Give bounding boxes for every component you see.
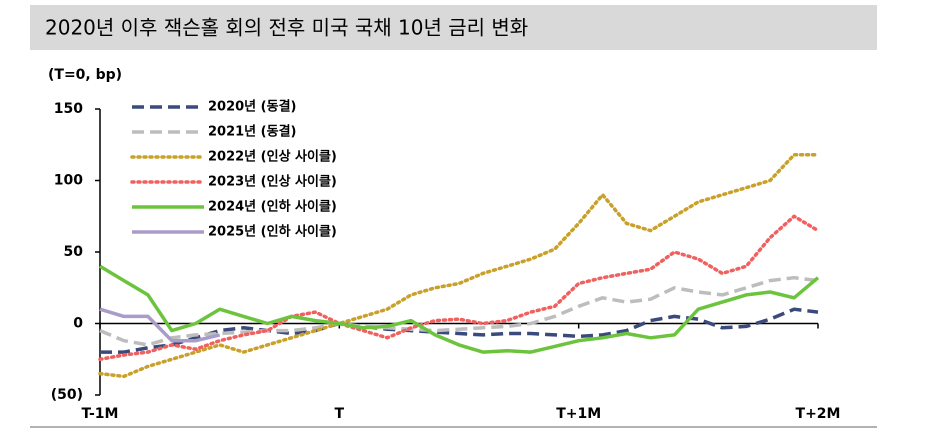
legend-label: 2023년 (인상 사이클)	[208, 174, 337, 190]
y-axis-label: (T=0, bp)	[48, 67, 122, 83]
series-line	[99, 307, 221, 343]
legend-label: 2025년 (인하 사이클)	[208, 224, 337, 240]
y-tick-label: 100	[54, 173, 83, 189]
y-tick-label: 50	[64, 244, 84, 260]
series-line	[99, 264, 820, 354]
y-tick-label: 0	[73, 316, 83, 332]
legend-label: 2022년 (인상 사이클)	[208, 149, 337, 165]
series-line	[100, 307, 819, 354]
y-tick-label: 150	[54, 101, 83, 117]
series-line	[98, 153, 820, 379]
legend-label: 2020년 (동결)	[208, 99, 296, 115]
title-bar	[30, 5, 877, 50]
legend-label: 2024년 (인하 사이클)	[208, 199, 337, 215]
chart-title: 2020년 이후 잭슨홀 회의 전후 미국 국채 10년 금리 변화	[45, 16, 528, 40]
x-tick-label: T	[335, 406, 345, 422]
y-tick-label: (50)	[51, 387, 83, 403]
legend-label: 2021년 (동결)	[208, 124, 296, 140]
series-line	[99, 275, 819, 347]
x-tick-label: T+1M	[556, 406, 601, 422]
x-tick-label: T-1M	[82, 406, 119, 422]
x-tick-label: T+2M	[796, 406, 841, 422]
series-line	[98, 214, 820, 362]
